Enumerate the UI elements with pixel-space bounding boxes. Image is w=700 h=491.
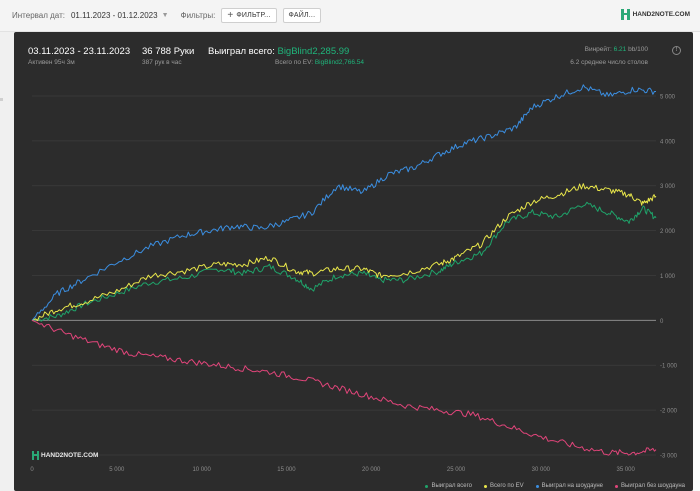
legend-item[interactable]: Выиграл всего — [425, 483, 472, 489]
legend-label: Выиграл всего — [431, 483, 473, 489]
x-tick-label: 25 000 — [447, 467, 466, 473]
watermark-text: HAND2NOTE.COM — [41, 452, 99, 459]
x-tick-label: 0 — [30, 467, 34, 473]
file-button[interactable]: ФАЙЛ... — [282, 8, 322, 23]
series-line-0 — [31, 201, 657, 322]
watermark-logo-icon — [32, 451, 39, 460]
legend-item[interactable]: Всего по EV — [484, 483, 524, 489]
logo: HAND2NOTE.COM — [620, 9, 690, 20]
y-tick-label: 1 000 — [660, 274, 676, 280]
ev-total: Всего по EV: BigBlind2,766.54 — [275, 59, 364, 66]
logo-text: HAND2NOTE.COM — [632, 11, 690, 18]
y-tick-label: -2 000 — [660, 409, 678, 415]
series-line-2 — [31, 84, 656, 321]
x-tick-label: 10 000 — [192, 467, 211, 473]
file-button-label: ФАЙЛ... — [288, 12, 316, 19]
chevron-down-icon: ▼ — [161, 12, 169, 19]
avg-tables: 6.2 среднее число столов — [570, 59, 648, 66]
series-line-1 — [31, 183, 657, 322]
legend-label: Выиграл на шоудауне — [541, 483, 603, 489]
date-range: 03.11.2023 - 23.11.2023 — [28, 46, 131, 57]
y-tick-label: 2 000 — [660, 229, 676, 235]
y-tick-label: 3 000 — [660, 184, 676, 190]
legend-dot-icon — [615, 484, 618, 488]
logo-icon — [620, 9, 630, 20]
legend-dot-icon — [425, 484, 429, 488]
x-tick-label: 35 000 — [616, 467, 635, 473]
legend-dot-icon — [535, 484, 539, 488]
y-tick-label: -1 000 — [660, 364, 678, 370]
won-total-value: BigBlind2,285.99 — [277, 46, 350, 57]
winrate-label: Винрейт: — [584, 46, 612, 53]
winrate-suffix: bb/100 — [628, 46, 648, 53]
filter-button[interactable]: + ФИЛЬТР... — [221, 8, 277, 23]
x-tick-label: 15 000 — [277, 467, 296, 473]
legend-dot-icon — [484, 484, 488, 488]
toolbar: Интервал дат: 01.11.2023 - 01.12.2023 ▼ … — [0, 0, 700, 32]
filters-label: Фильтры: — [180, 11, 216, 20]
legend-label: Выиграл без шоудауна — [621, 483, 685, 489]
plus-icon: + — [227, 9, 234, 21]
profit-graph: -3 000 -2 000 -1 000 0 1 000 2 000 3 000 4 000 5… — [30, 84, 678, 473]
interval-label: Интервал дат: — [12, 11, 65, 20]
left-sidebar-strip — [0, 32, 14, 491]
chart-legend: Выиграл всего Всего по EV Выиграл на шоуда… — [425, 483, 685, 489]
watermark: HAND2NOTE.COM — [32, 451, 98, 460]
y-tick-label: -3 000 — [660, 454, 678, 460]
active-time: Активен 95ч 3м — [28, 59, 75, 66]
hands-rate: 387 рук в час — [142, 59, 182, 66]
won-total: Выиграл всего: BigBlind2,285.99 — [208, 46, 349, 57]
legend-label: Всего по EV — [490, 483, 524, 489]
ev-total-label: Всего по EV: — [275, 59, 314, 66]
legend-item[interactable]: Выиграл без шоудауна — [615, 483, 685, 489]
y-tick-label: 5 000 — [660, 94, 676, 100]
legend-item[interactable]: Выиграл на шоудауне — [535, 483, 603, 489]
x-tick-label: 20 000 — [362, 467, 381, 473]
x-tick-label: 5 000 — [109, 467, 125, 473]
graph-panel: 03.11.2023 - 23.11.2023 Активен 95ч 3м 3… — [14, 32, 693, 491]
series-line-3 — [31, 319, 657, 456]
x-tick-label: 30 000 — [532, 467, 551, 473]
hands-count: 36 788 Руки — [142, 46, 195, 57]
interval-value: 01.11.2023 - 01.12.2023 — [70, 11, 158, 20]
y-tick-label: 0 — [660, 319, 664, 325]
interval-select[interactable]: 01.11.2023 - 01.12.2023 ▼ — [71, 11, 169, 20]
won-total-label: Выиграл всего: — [208, 46, 275, 57]
winrate-value: 6.21 — [613, 46, 627, 53]
y-tick-label: 4 000 — [660, 139, 676, 145]
ev-total-value: BigBlind2,766.54 — [314, 59, 364, 66]
winrate: Винрейт: 6.21 bb/100 — [585, 46, 648, 53]
filter-button-label: ФИЛЬТР... — [236, 12, 271, 19]
info-icon[interactable]: ! — [672, 46, 681, 55]
